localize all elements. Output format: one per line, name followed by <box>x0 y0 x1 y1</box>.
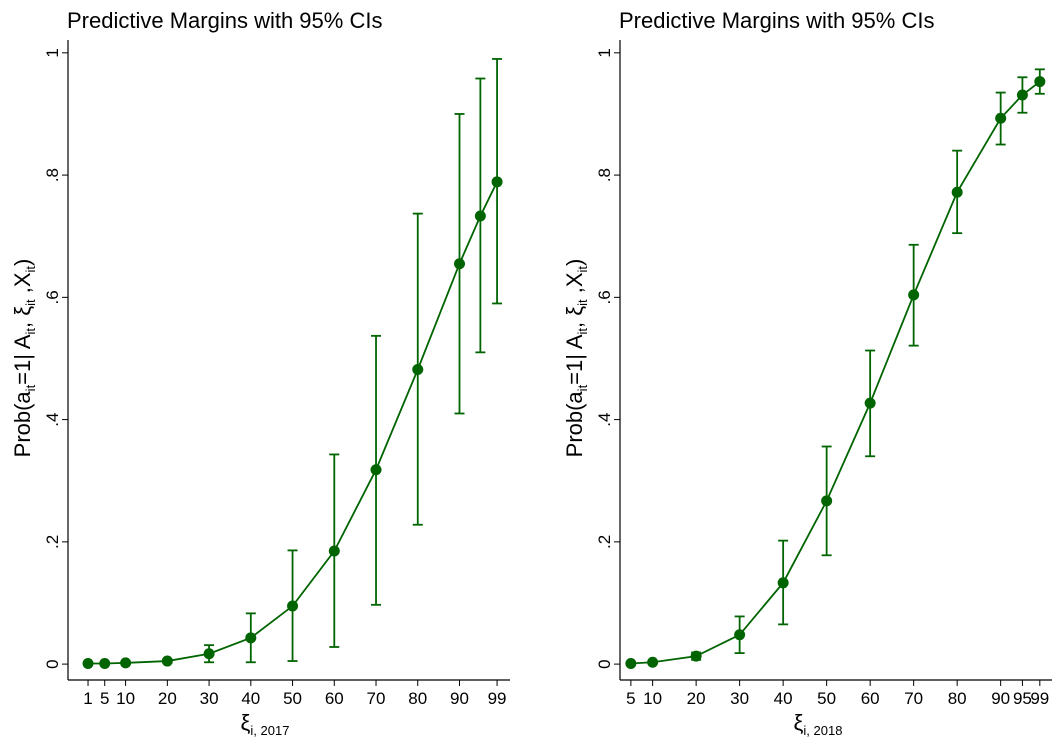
x-tick-label: 5 <box>100 689 109 708</box>
point <box>690 650 702 662</box>
y-tick-label: .2 <box>43 535 62 549</box>
x-tick-label: 99 <box>488 689 507 708</box>
point <box>491 176 503 188</box>
label-part: , ξ <box>10 306 35 328</box>
point <box>1034 76 1046 88</box>
x-tick-label: 60 <box>861 689 880 708</box>
y-tick-label: .4 <box>595 413 614 427</box>
point <box>120 657 132 669</box>
point <box>453 258 465 270</box>
label-part: i, 2017 <box>250 723 289 738</box>
point <box>370 464 382 476</box>
point <box>821 495 833 507</box>
label-part: it <box>23 299 38 306</box>
x-tick-label: 10 <box>116 689 135 708</box>
x-tick-label: 50 <box>817 689 836 708</box>
x-tick-label: 1 <box>83 689 92 708</box>
label-part: ξ <box>794 710 804 735</box>
y-tick-label: 1 <box>595 48 614 57</box>
point <box>647 656 659 668</box>
x-tick-label: 95 <box>1013 689 1032 708</box>
point <box>864 397 876 409</box>
point <box>995 112 1007 124</box>
point <box>734 629 746 641</box>
y-tick-label: .2 <box>595 535 614 549</box>
x-tick-label: 5 <box>626 689 635 708</box>
x-tick-label: 10 <box>643 689 662 708</box>
y-tick-label: 1 <box>43 48 62 57</box>
x-axis-label: ξi, 2018 <box>794 710 843 738</box>
point <box>777 577 789 589</box>
point <box>203 648 215 660</box>
label-part: i, 2018 <box>803 723 842 738</box>
label-part: it <box>575 266 590 273</box>
label-part: it <box>575 384 590 391</box>
x-tick-label: 80 <box>948 689 967 708</box>
label-part: ξ <box>241 710 251 735</box>
y-tick-label: .8 <box>595 168 614 182</box>
x-tick-label: 30 <box>730 689 749 708</box>
label-part: it <box>23 384 38 391</box>
point <box>625 657 637 669</box>
y-tick-label: .8 <box>43 168 62 182</box>
label-part: it <box>23 328 38 335</box>
x-tick-label: 90 <box>991 689 1010 708</box>
label-part: it <box>575 328 590 335</box>
y-tick-label: .6 <box>595 290 614 304</box>
point <box>908 289 920 301</box>
point <box>99 657 111 669</box>
x-tick-label: 30 <box>200 689 219 708</box>
y-tick-label: 0 <box>43 659 62 668</box>
y-tick-label: .4 <box>43 413 62 427</box>
x-tick-label: 40 <box>241 689 260 708</box>
x-tick-label: 50 <box>283 689 302 708</box>
label-part: Prob(a <box>10 391 35 458</box>
label-part: ) <box>10 259 35 266</box>
y-axis-label: Prob(ait=1| Ait, ξit ,Xit) <box>562 259 590 458</box>
chart: Predictive Margins with 95% CIs 0 .2 .4 .6 .8… <box>562 8 1052 738</box>
chart-title: Predictive Margins with 95% CIs <box>67 8 382 33</box>
x-tick-label: 99 <box>1030 689 1049 708</box>
point <box>412 363 424 375</box>
label-part: =1| A <box>562 334 587 385</box>
line <box>630 80 1041 665</box>
chart-title: Predictive Margins with 95% CIs <box>619 8 934 33</box>
x-tick-label: 90 <box>450 689 469 708</box>
label-part: it <box>575 299 590 306</box>
label-part: ) <box>562 259 587 266</box>
x-tick-label: 40 <box>774 689 793 708</box>
label-part: Prob(a <box>562 391 587 458</box>
y-tick-label: 0 <box>595 659 614 668</box>
point <box>287 600 299 612</box>
y-tick-label: .6 <box>43 290 62 304</box>
point <box>328 545 340 557</box>
point <box>82 657 94 669</box>
label-part: it <box>23 266 38 273</box>
label-part: ,X <box>562 272 587 299</box>
y-axis-label: Prob(ait=1| Ait, ξit ,Xit) <box>10 259 38 458</box>
point <box>951 186 963 198</box>
x-tick-label: 20 <box>158 689 177 708</box>
point <box>161 655 173 667</box>
x-tick-label: 60 <box>325 689 344 708</box>
point <box>245 632 257 644</box>
label-part: =1| A <box>10 334 35 385</box>
point <box>1016 89 1028 101</box>
point <box>474 210 486 222</box>
x-axis-label: ξi, 2017 <box>241 710 290 738</box>
x-tick-label: 70 <box>367 689 386 708</box>
label-part: , ξ <box>562 306 587 328</box>
x-tick-label: 70 <box>904 689 923 708</box>
label-part: ,X <box>10 272 35 299</box>
chart: Predictive Margins with 95% CIs 0 .2 .4 .6 .8… <box>10 8 510 738</box>
x-tick-label: 80 <box>408 689 427 708</box>
x-tick-label: 20 <box>687 689 706 708</box>
